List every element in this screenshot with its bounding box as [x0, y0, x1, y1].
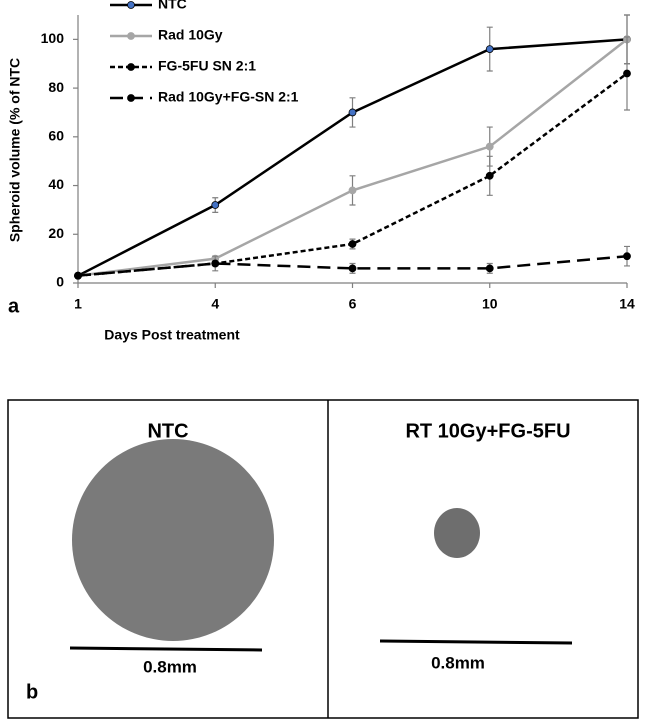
x-tick-label: 10	[482, 296, 498, 312]
scale-label: 0.8mm	[143, 657, 197, 676]
marker	[485, 45, 494, 54]
x-tick-label: 6	[349, 296, 357, 312]
x-axis-label: Days Post treatment	[104, 327, 240, 343]
x-tick-label: 4	[211, 296, 219, 312]
legend-label: Rad 10Gy+FG-SN 2:1	[158, 89, 299, 105]
marker	[211, 201, 220, 209]
legend-marker	[127, 94, 135, 102]
marker	[348, 264, 357, 273]
legend-label: Rad 10Gy	[158, 27, 223, 43]
marker	[74, 271, 82, 280]
image-title: NTC	[147, 420, 188, 442]
legend-marker	[127, 1, 135, 9]
panel-label: b	[26, 681, 38, 703]
image-title: RT 10Gy+FG-5FU	[405, 420, 570, 442]
y-tick-label: 60	[48, 128, 64, 144]
marker	[348, 240, 357, 248]
panel-label: a	[8, 295, 20, 317]
scale-bar	[379, 639, 573, 645]
legend-marker	[127, 32, 135, 40]
y-tick-label: 100	[41, 30, 65, 46]
y-tick-label: 0	[56, 274, 64, 290]
marker	[485, 142, 494, 151]
image-panel	[7, 399, 639, 719]
spheroid	[72, 439, 274, 641]
spheroid	[434, 508, 480, 558]
marker	[348, 108, 357, 117]
x-tick-label: 1	[74, 296, 82, 312]
y-tick-label: 40	[48, 176, 64, 192]
marker	[623, 252, 631, 261]
legend-label: FG-5FU SN 2:1	[158, 58, 256, 74]
marker	[485, 171, 494, 180]
scale-label: 0.8mm	[431, 653, 485, 672]
series-line	[77, 254, 628, 277]
legend-marker	[127, 63, 135, 71]
marker	[485, 264, 494, 273]
legend-label: NTC	[158, 0, 187, 12]
scale-bar	[69, 646, 263, 652]
y-tick-label: 80	[48, 79, 64, 95]
marker	[211, 259, 220, 268]
marker	[348, 186, 357, 195]
y-tick-label: 20	[48, 225, 64, 241]
marker	[623, 69, 631, 78]
y-axis-label: Spheroid volume (% of NTC	[7, 58, 23, 242]
x-tick-label: 14	[619, 296, 635, 312]
